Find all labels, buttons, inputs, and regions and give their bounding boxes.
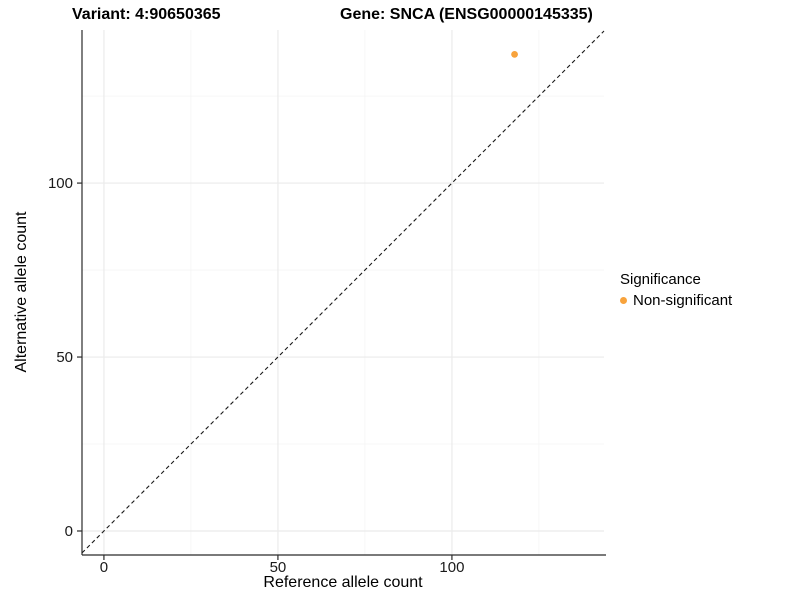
y-axis-title: Alternative allele count <box>13 211 30 373</box>
legend-title: Significance <box>620 271 701 288</box>
legend: Significance Non-significant <box>620 271 732 309</box>
x-axis-title: Reference allele count <box>263 574 423 591</box>
x-tick-label: 50 <box>270 559 287 576</box>
x-tick-label: 100 <box>439 559 464 576</box>
y-tick-label: 0 <box>65 523 73 540</box>
legend-point-icon <box>620 297 627 304</box>
y-tick-label: 50 <box>56 349 73 366</box>
gene-title: Gene: SNCA (ENSG00000145335) <box>340 6 593 23</box>
legend-item: Non-significant <box>620 292 732 309</box>
y-tick-label: 100 <box>48 175 73 192</box>
identity-dashed-line <box>81 30 605 554</box>
data-point <box>511 50 518 58</box>
variant-title: Variant: 4:90650365 <box>72 6 221 23</box>
x-tick-label: 0 <box>100 559 108 576</box>
legend-item-label: Non-significant <box>633 292 733 309</box>
